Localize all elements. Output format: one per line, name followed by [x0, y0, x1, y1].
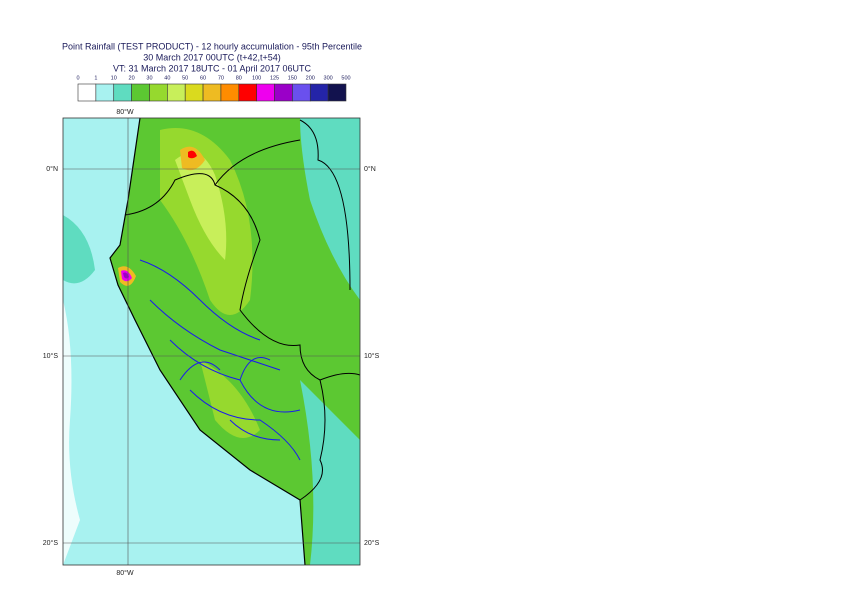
colorbar-label: 40: [164, 75, 170, 81]
rain-peak: [188, 150, 197, 159]
colorbar-box: [274, 83, 293, 102]
colorbar-label: 125: [270, 75, 279, 81]
colorbar-label: 20: [129, 75, 135, 81]
ocean-rain: [63, 215, 95, 284]
colorbar-label: 60: [200, 75, 206, 81]
colorbar-box: [238, 83, 257, 102]
east-low: [300, 118, 360, 300]
title: Point Rainfall (TEST PRODUCT) - 12 hourl…: [62, 41, 362, 51]
colorbar-box: [184, 83, 204, 102]
subtitle: 30 March 2017 00UTC (t+42,t+54): [143, 52, 281, 62]
lat-label: 20°S: [43, 539, 59, 547]
colorbar-label: 500: [341, 75, 350, 81]
lat-label: 20°S: [364, 539, 380, 547]
south-east-low: [300, 380, 360, 565]
colorbar-box: [113, 83, 132, 102]
colorbar-label: 50: [182, 75, 188, 81]
coast-dry: [130, 360, 200, 432]
colorbar-box: [167, 83, 186, 102]
colorbar-box: [95, 83, 115, 102]
colorbar-box: [77, 83, 97, 102]
coastline: [109, 118, 306, 565]
lat-label: 10°S: [364, 352, 380, 360]
colorbar-box: [202, 83, 222, 102]
graticule: [63, 118, 360, 565]
colorbar-label: 70: [218, 75, 224, 81]
colorbar-label: 1: [94, 75, 97, 81]
valid-time: VT: 31 March 2017 18UTC - 01 April 2017 …: [113, 63, 312, 73]
lat-label: 0°N: [46, 165, 58, 173]
colorbar-box: [327, 83, 347, 102]
lon-label: 80°W: [116, 108, 134, 116]
colorbar-box: [149, 83, 168, 102]
coast-core: [123, 272, 129, 279]
colorbar-box: [131, 83, 150, 102]
colorbar-label: 100: [252, 75, 261, 81]
colorbar-label: 0: [76, 75, 79, 81]
regions: [139, 259, 301, 461]
colorbar-label: 10: [111, 75, 117, 81]
colorbar-box: [309, 83, 329, 102]
lat-label: 0°N: [364, 165, 376, 173]
borders: [124, 119, 360, 501]
map-area: [63, 118, 360, 565]
rain-core: [175, 152, 227, 260]
lon-label: 80°W: [116, 569, 134, 577]
land: [110, 118, 360, 565]
rain-max: [180, 146, 205, 171]
colorbar-box: [220, 83, 240, 102]
lat-label: 10°S: [43, 352, 59, 360]
colorbar-label: 300: [324, 75, 333, 81]
map-frame: [62, 117, 361, 566]
colorbar-label: 150: [288, 75, 297, 81]
colorbar-box: [256, 83, 275, 102]
colorbar-box: [292, 83, 311, 102]
colorbar-label: 80: [236, 75, 242, 81]
colorbar-label: 30: [146, 75, 152, 81]
dry-ocean: [63, 300, 80, 565]
colorbar-label: 200: [306, 75, 315, 81]
